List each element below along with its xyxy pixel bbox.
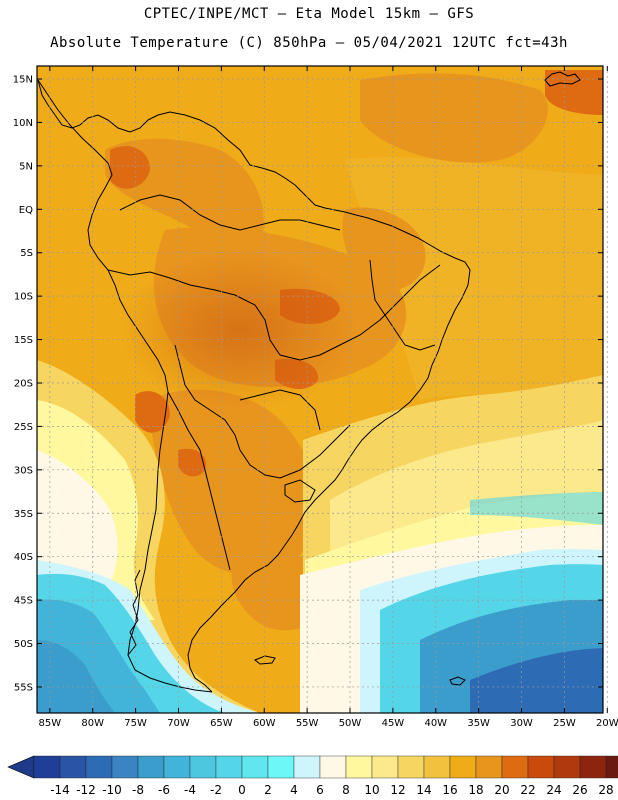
colorbar-swatch — [371, 755, 399, 779]
colorbar-swatch — [189, 755, 217, 779]
lon-label: 30W — [510, 718, 533, 729]
colorbar-label: -8 — [132, 783, 144, 797]
colorbar-swatch — [527, 755, 555, 779]
colorbar-label: 0 — [238, 783, 246, 797]
colorbar-swatch — [579, 755, 607, 779]
colorbar-label: 22 — [520, 783, 535, 797]
temperature-field — [37, 66, 603, 713]
colorbar-swatch — [605, 755, 618, 779]
colorbar-label: 12 — [390, 783, 405, 797]
colorbar-swatch — [501, 755, 529, 779]
lon-label: 70W — [167, 718, 190, 729]
colorbar-swatch — [319, 755, 347, 779]
colorbar-label: 28 — [598, 783, 613, 797]
colorbar-label: 4 — [290, 783, 298, 797]
chart-title: CPTEC/INPE/MCT – Eta Model 15km – GFS — [143, 6, 475, 22]
lat-label: 5N — [19, 161, 33, 172]
lon-label: 55W — [296, 718, 319, 729]
colorbar-label: -12 — [76, 783, 96, 797]
colorbar: -14 -12 -10 -8 -6 -4 -2 0 2 4 6 8 10 12 14 16 18 20 22 24 26… — [7, 755, 618, 797]
lat-label: 10S — [14, 292, 33, 303]
lon-label: 60W — [253, 718, 276, 729]
lat-label: 40S — [14, 552, 33, 563]
coastlines-and-borders — [37, 71, 581, 693]
colorbar-label: -2 — [210, 783, 222, 797]
lat-label: 55S — [14, 682, 33, 693]
lon-label: 25W — [553, 718, 576, 729]
map-frame — [36, 65, 604, 714]
lon-label: 85W — [39, 718, 62, 729]
colorbar-low-arrow — [7, 755, 35, 779]
colorbar-swatch — [137, 755, 165, 779]
colorbar-swatch — [345, 755, 373, 779]
lon-label: 40W — [424, 718, 447, 729]
longitude-labels: 85W 80W 75W 70W 65W 60W 55W 50W 45W 40W 35W 30W 25W 2… — [39, 66, 618, 729]
lon-label: 75W — [124, 718, 147, 729]
lon-label: 45W — [382, 718, 405, 729]
colorbar-label: 20 — [494, 783, 509, 797]
colorbar-swatch — [111, 755, 139, 779]
lon-label: 80W — [81, 718, 104, 729]
lat-label: 15S — [14, 335, 33, 346]
lat-label: 25S — [14, 422, 33, 433]
colorbar-swatch — [33, 755, 61, 779]
colorbar-label: 6 — [316, 783, 324, 797]
lat-label: 15N — [13, 75, 33, 86]
colorbar-label: 24 — [546, 783, 561, 797]
colorbar-swatch — [85, 755, 113, 779]
lon-label: 65W — [210, 718, 233, 729]
colorbar-swatch — [241, 755, 269, 779]
colorbar-label: 26 — [572, 783, 587, 797]
graticule — [37, 66, 608, 713]
lat-label: 5S — [20, 248, 33, 259]
colorbar-swatch — [215, 755, 243, 779]
colorbar-swatch — [267, 755, 295, 779]
lat-label: 35S — [14, 509, 33, 520]
chart-subtitle: Absolute Temperature (C) 850hPa – 05/04/… — [50, 35, 568, 51]
lat-label: 45S — [14, 596, 33, 607]
lon-label: 35W — [467, 718, 490, 729]
colorbar-label: 8 — [342, 783, 350, 797]
colorbar-label: -10 — [102, 783, 122, 797]
colorbar-label: 16 — [442, 783, 457, 797]
colorbar-swatch — [397, 755, 425, 779]
colorbar-label: 2 — [264, 783, 272, 797]
lon-label: 50W — [339, 718, 362, 729]
colorbar-swatch — [449, 755, 477, 779]
colorbar-label: 14 — [416, 783, 431, 797]
colorbar-label: 10 — [364, 783, 379, 797]
lon-label: 20W — [596, 718, 618, 729]
colorbar-swatch — [553, 755, 581, 779]
colorbar-swatch — [293, 755, 321, 779]
latitude-labels: 15N 10N 5N EQ 5S 10S 15S 20S 25S 30S 35S 40S 45S 50S 5… — [13, 75, 603, 693]
colorbar-swatch — [163, 755, 191, 779]
colorbar-swatch — [475, 755, 503, 779]
lat-label: 50S — [14, 639, 33, 650]
lat-label: 30S — [14, 465, 33, 476]
colorbar-label: -4 — [184, 783, 196, 797]
lat-label: 20S — [14, 378, 33, 389]
lat-label: 10N — [13, 118, 33, 129]
colorbar-label: 18 — [468, 783, 483, 797]
lat-label: EQ — [19, 205, 33, 216]
colorbar-label: -14 — [50, 783, 70, 797]
colorbar-label: -6 — [158, 783, 170, 797]
colorbar-swatch — [423, 755, 451, 779]
colorbar-swatch — [59, 755, 87, 779]
